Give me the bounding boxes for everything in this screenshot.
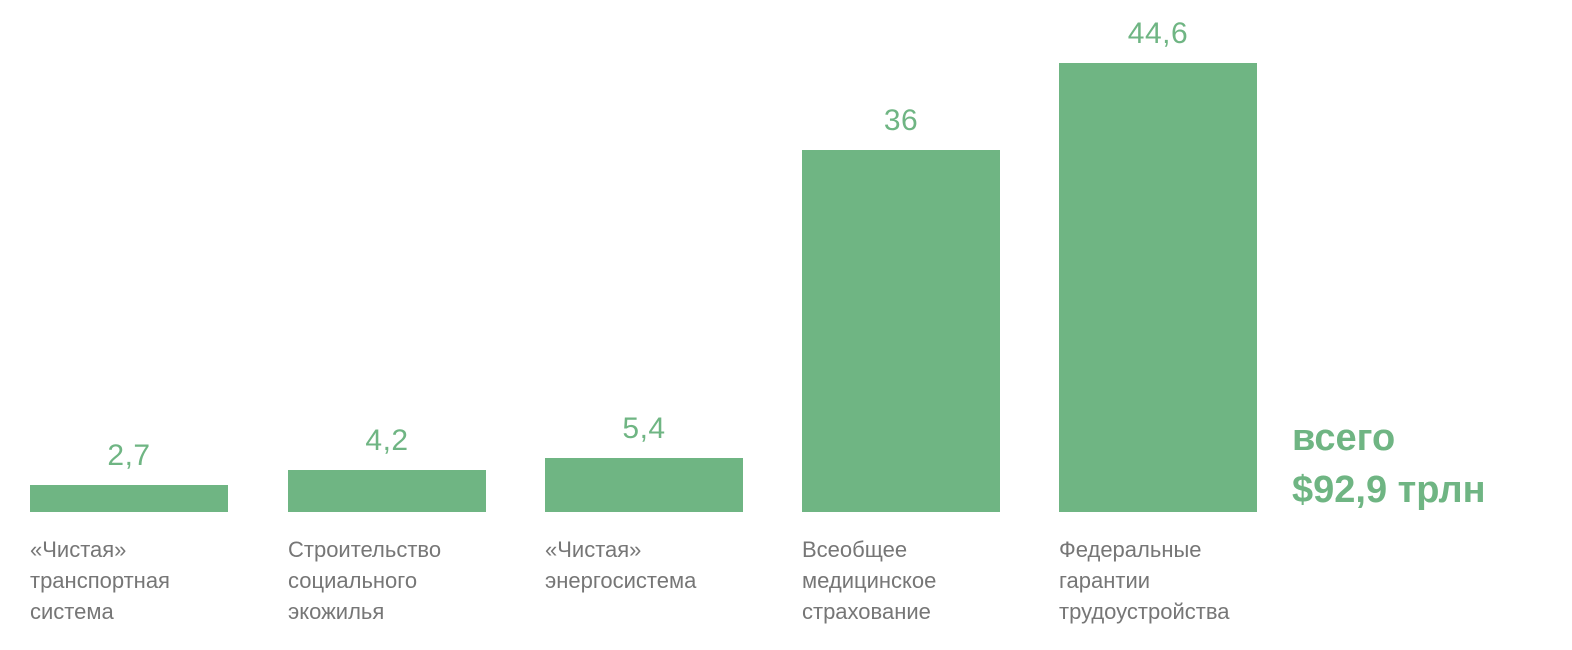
bar-value-label: 4,2 (365, 424, 409, 457)
bar (30, 485, 228, 512)
bar-value-label: 36 (883, 104, 919, 137)
bar-group: 4,2 Строительство социального экожилья (288, 0, 486, 650)
bar-category-label: Строительство социального экожилья (288, 537, 442, 624)
bar-category-label: Федеральные гарантии трудоустройства (1059, 537, 1230, 624)
bar-value-label: 5,4 (622, 412, 666, 445)
bar (545, 458, 743, 512)
bar (802, 150, 1000, 512)
bar-category-label: «Чистая» энергосистема (545, 537, 697, 593)
bar-category-label: Всеобщее медицинское страхование (802, 537, 937, 624)
bar (1059, 63, 1257, 512)
bar-category-label: «Чистая» транспортная система (30, 537, 170, 624)
bar-group: 5,4 «Чистая» энергосистема (545, 0, 743, 650)
bar (288, 470, 486, 512)
bar-group: 2,7 «Чистая» транспортная система (30, 0, 228, 650)
bar-group: 36 Всеобщее медицинское страхование (802, 0, 1000, 650)
total-label: всего (1292, 417, 1396, 459)
total-annotation: всего $92,9 трлн (1292, 412, 1486, 516)
bar-value-label: 2,7 (107, 439, 151, 472)
bar-group: 44,6 Федеральные гарантии трудоустройства (1059, 0, 1257, 650)
bar-value-label: 44,6 (1127, 17, 1189, 50)
total-value: $92,9 трлн (1292, 469, 1486, 511)
